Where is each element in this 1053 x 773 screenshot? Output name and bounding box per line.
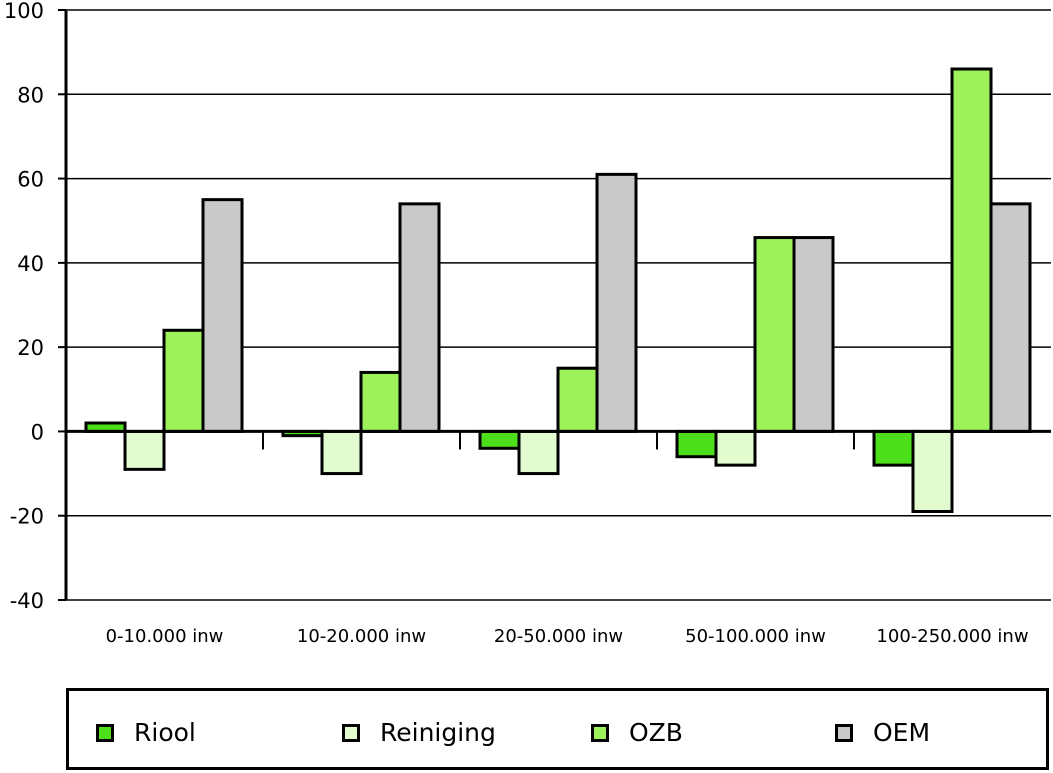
bar-chart: -40 -20 0 20 40 60 80 100 0-10.000 inw 10-20.000… xyxy=(4,0,1051,647)
x-category-label: 50-100.000 inw xyxy=(685,626,826,647)
bar-oem xyxy=(792,236,835,433)
y-tick-labels: -40 -20 0 20 40 60 80 100 xyxy=(4,0,44,613)
x-category-labels: 0-10.000 inw 10-20.000 inw 20-50.000 inw 50… xyxy=(106,626,1029,647)
bar-ozb xyxy=(950,67,993,433)
y-tick-label: -20 xyxy=(10,505,44,529)
legend-label-riool: Riool xyxy=(134,718,196,747)
bar-ozb xyxy=(753,236,796,433)
bar-oem xyxy=(398,202,441,433)
y-tick-label: 60 xyxy=(17,168,44,192)
legend-label-reiniging: Reiniging xyxy=(380,718,496,747)
legend-label-ozb: OZB xyxy=(629,718,683,747)
bar-reiniging xyxy=(123,429,166,471)
legend-swatch-ozb xyxy=(591,723,609,742)
legend-swatch-reiniging xyxy=(342,723,360,742)
bar-oem xyxy=(595,172,638,433)
bar-reiniging xyxy=(320,429,363,476)
y-tick-label: 0 xyxy=(31,420,44,444)
bar-ozb xyxy=(162,328,205,433)
y-tick-label: 100 xyxy=(4,0,44,23)
x-category-label: 10-20.000 inw xyxy=(297,626,426,647)
y-tick-label: 80 xyxy=(17,83,44,107)
legend-item-oem: OEM xyxy=(835,718,930,747)
bar-oem xyxy=(989,202,1032,433)
legend-item-ozb: OZB xyxy=(591,718,683,747)
bar-riool xyxy=(478,429,521,450)
x-category-label: 0-10.000 inw xyxy=(106,626,224,647)
bar-riool xyxy=(675,429,718,459)
bar-oem xyxy=(201,198,244,433)
y-tick-label: 20 xyxy=(17,336,44,360)
bars xyxy=(84,67,1032,513)
legend: Riool Reiniging OZB OEM xyxy=(66,688,1049,770)
bar-riool xyxy=(872,429,915,467)
legend-item-riool: Riool xyxy=(96,718,196,747)
bar-ozb xyxy=(359,370,402,433)
bar-ozb xyxy=(556,366,599,433)
legend-item-reiniging: Reiniging xyxy=(342,718,496,747)
legend-swatch-riool xyxy=(96,723,114,742)
bar-reiniging xyxy=(911,429,954,513)
legend-label-oem: OEM xyxy=(873,718,931,747)
y-tick-label: -40 xyxy=(10,589,44,613)
y-tick-label: 40 xyxy=(17,252,44,276)
legend-swatch-oem xyxy=(835,723,853,742)
bar-reiniging xyxy=(517,429,560,476)
axes xyxy=(58,9,1051,601)
bar-reiniging xyxy=(714,429,757,467)
x-category-label: 100-250.000 inw xyxy=(876,626,1028,647)
x-category-label: 20-50.000 inw xyxy=(494,626,623,647)
